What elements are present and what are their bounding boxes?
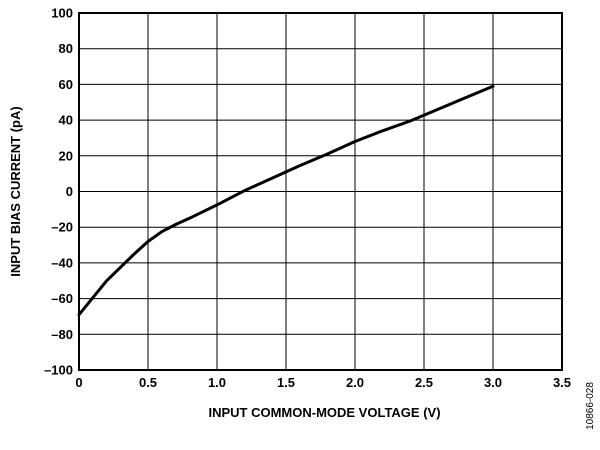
x-tick-label: 1.5 [277, 375, 295, 390]
x-tick-label: 3.5 [553, 375, 571, 390]
series-line [77, 84, 495, 317]
data-layer [77, 84, 495, 317]
y-tick-label: 100 [51, 6, 73, 21]
x-tick-label: 1.0 [208, 375, 226, 390]
y-tick-label: 60 [59, 77, 73, 92]
y-axis-title: INPUT BIAS CURRENT (pA) [8, 106, 23, 276]
x-tick-label: 2.5 [415, 375, 433, 390]
y-tick-label: –60 [51, 291, 73, 306]
y-tick-label: –100 [44, 363, 73, 378]
y-tick-label: 20 [59, 148, 73, 163]
y-tick-label: –20 [51, 220, 73, 235]
y-tick-label: –80 [51, 327, 73, 342]
plot-frame [78, 12, 563, 371]
x-tick-label: 0.5 [139, 375, 157, 390]
y-tick-label: –40 [51, 255, 73, 270]
x-tick-label: 0 [75, 375, 82, 390]
tick-labels: 0 0.5 1.0 1.5 2.0 2.5 3.0 3.5 100 80 60 40 20 0 –20 –40… [44, 6, 571, 391]
y-tick-label: 0 [66, 184, 73, 199]
figure-id: 10866-028 [585, 382, 596, 430]
y-tick-label: 80 [59, 41, 73, 56]
x-tick-label: 2.0 [346, 375, 364, 390]
x-tick-label: 3.0 [484, 375, 502, 390]
x-axis-title: INPUT COMMON-MODE VOLTAGE (V) [208, 405, 440, 420]
y-tick-label: 40 [59, 113, 73, 128]
